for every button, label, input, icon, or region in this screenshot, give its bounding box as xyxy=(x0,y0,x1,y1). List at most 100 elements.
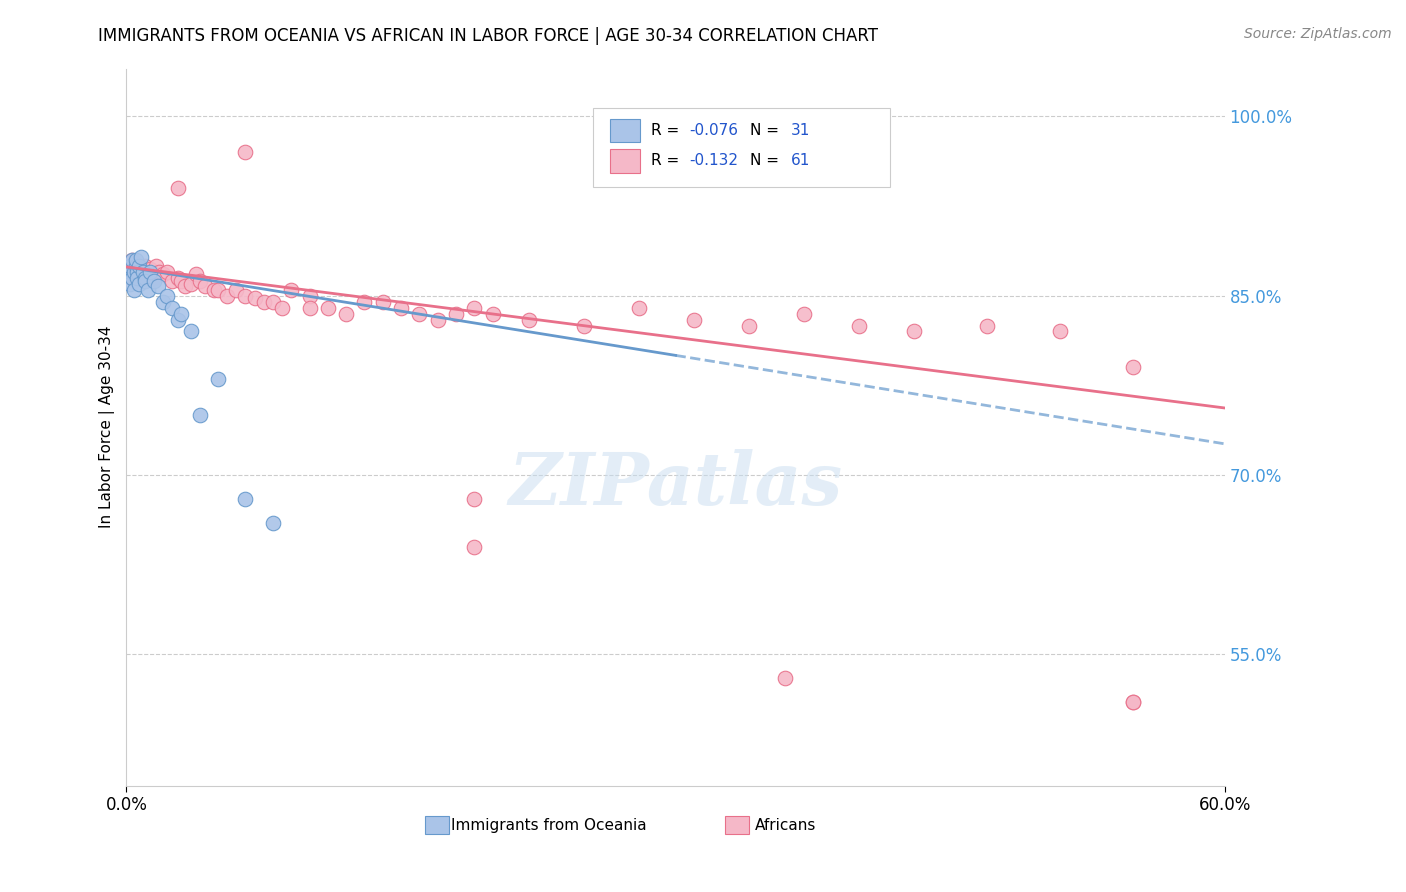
Point xyxy=(122,259,145,273)
Point xyxy=(160,274,183,288)
Point xyxy=(444,307,467,321)
Point xyxy=(135,270,157,285)
Point xyxy=(174,279,197,293)
Text: IMMIGRANTS FROM OCEANIA VS AFRICAN IN LABOR FORCE | AGE 30-34 CORRELATION CHART: IMMIGRANTS FROM OCEANIA VS AFRICAN IN LA… xyxy=(98,27,879,45)
Point xyxy=(207,283,229,297)
Point xyxy=(848,318,870,333)
Point xyxy=(683,312,706,326)
Point xyxy=(298,301,321,315)
Point xyxy=(128,262,150,277)
Point xyxy=(517,312,540,326)
Point xyxy=(138,265,160,279)
Point xyxy=(156,265,179,279)
Point xyxy=(148,265,170,279)
Point xyxy=(262,294,284,309)
Point xyxy=(127,259,149,273)
Point xyxy=(1049,325,1071,339)
Point xyxy=(225,283,247,297)
Point xyxy=(156,288,179,302)
Point xyxy=(122,283,145,297)
Point xyxy=(134,274,156,288)
Point xyxy=(146,279,169,293)
FancyBboxPatch shape xyxy=(593,108,890,186)
Point xyxy=(463,491,485,506)
Point xyxy=(120,277,142,291)
Point xyxy=(180,277,202,291)
Bar xyxy=(610,149,641,172)
Point xyxy=(160,301,183,315)
Point xyxy=(128,277,150,291)
Text: Africans: Africans xyxy=(755,818,815,832)
Point xyxy=(316,301,339,315)
Point xyxy=(298,288,321,302)
Text: -0.132: -0.132 xyxy=(689,153,738,168)
Point xyxy=(463,301,485,315)
Point xyxy=(335,307,357,321)
Point xyxy=(129,267,152,281)
Point xyxy=(184,267,207,281)
Point xyxy=(463,540,485,554)
Point xyxy=(170,274,193,288)
Point xyxy=(124,259,146,273)
Point xyxy=(235,145,257,160)
Point xyxy=(280,283,302,297)
Point xyxy=(408,307,430,321)
Point xyxy=(627,301,650,315)
Point xyxy=(152,267,174,281)
Text: N =: N = xyxy=(751,123,785,137)
Point xyxy=(134,259,156,273)
Point xyxy=(170,307,193,321)
Point xyxy=(207,372,229,386)
Point xyxy=(117,265,139,279)
Bar xyxy=(425,816,450,834)
Y-axis label: In Labor Force | Age 30-34: In Labor Force | Age 30-34 xyxy=(100,326,115,528)
Text: N =: N = xyxy=(751,153,785,168)
Point xyxy=(1122,360,1144,375)
Point xyxy=(120,259,142,273)
Point xyxy=(253,294,276,309)
Point xyxy=(145,259,167,273)
Point xyxy=(1122,695,1144,709)
Point xyxy=(194,279,217,293)
Point xyxy=(121,270,143,285)
Point xyxy=(572,318,595,333)
Point xyxy=(371,294,394,309)
Point xyxy=(235,491,257,506)
Point xyxy=(127,270,149,285)
Point xyxy=(120,265,142,279)
Point xyxy=(121,252,143,267)
Point xyxy=(129,251,152,265)
Point xyxy=(188,274,211,288)
Point xyxy=(793,307,815,321)
Text: R =: R = xyxy=(651,153,685,168)
Point xyxy=(122,274,145,288)
Point xyxy=(217,288,239,302)
Point xyxy=(426,312,449,326)
Point xyxy=(142,270,165,285)
Point xyxy=(124,252,146,267)
Point xyxy=(134,270,156,285)
Text: -0.076: -0.076 xyxy=(689,123,738,137)
Point xyxy=(353,294,375,309)
Point xyxy=(124,265,146,279)
Point xyxy=(132,265,155,279)
Point xyxy=(166,181,188,195)
Point xyxy=(271,301,294,315)
Point xyxy=(180,325,202,339)
Point xyxy=(243,291,266,305)
Point xyxy=(132,265,155,279)
Text: ZIPatlas: ZIPatlas xyxy=(509,449,842,520)
Bar xyxy=(725,816,749,834)
Bar xyxy=(610,119,641,143)
Point xyxy=(202,283,225,297)
Point xyxy=(139,265,162,279)
Point xyxy=(188,408,211,422)
Text: 61: 61 xyxy=(792,153,810,168)
Point xyxy=(121,252,143,267)
Point xyxy=(389,301,412,315)
Point xyxy=(139,262,162,277)
Text: 31: 31 xyxy=(792,123,810,137)
Point xyxy=(738,318,761,333)
Point xyxy=(166,312,188,326)
Point xyxy=(121,267,143,281)
